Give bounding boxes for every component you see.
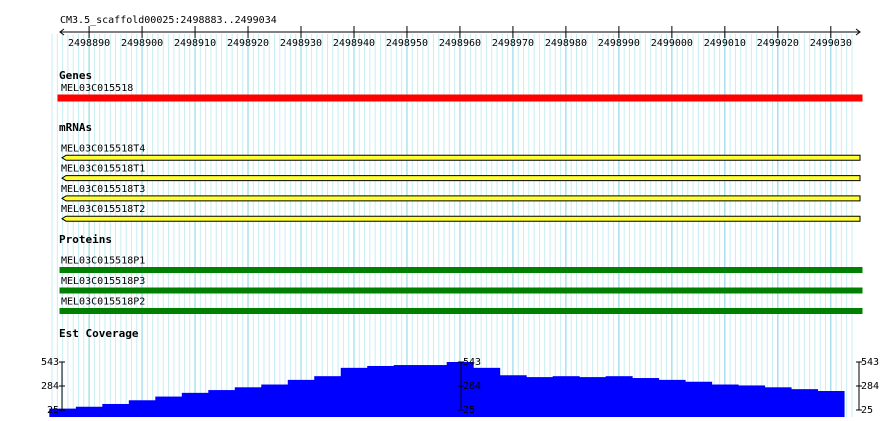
coverage-bar	[632, 378, 660, 417]
tick-label: 2498960	[439, 38, 481, 49]
ruler-arrows	[59, 28, 861, 36]
feature-glyph	[59, 308, 863, 314]
tick-label: 2499020	[757, 38, 799, 49]
coverage-bar	[367, 365, 395, 417]
tick-label: 2498910	[174, 38, 216, 49]
coverage-bar	[499, 375, 527, 417]
feature-glyph	[61, 215, 861, 222]
tick-label: 2498950	[386, 38, 428, 49]
tick-label: 2498930	[280, 38, 322, 49]
coverage-bar	[314, 376, 342, 417]
feature-label: MEL03C015518P2	[61, 297, 145, 308]
coverage-tick-label: 284	[861, 381, 879, 392]
coverage-bar	[738, 385, 766, 417]
feature-glyph	[61, 195, 861, 202]
ruler-title: CM3.5_scaffold00025:2498883..2499034	[60, 15, 277, 26]
feature-glyph	[59, 287, 863, 294]
coverage-bar	[102, 403, 130, 417]
feature-label: MEL03C015518T2	[61, 204, 145, 215]
coverage-bar	[261, 384, 289, 417]
track-title: Est Coverage	[59, 327, 139, 340]
track-title: Genes	[59, 69, 92, 82]
coverage-bar	[605, 376, 633, 417]
feature-glyph	[57, 94, 863, 102]
coverage-bar	[75, 406, 103, 417]
coverage-tick-label: 543	[861, 357, 879, 368]
coverage-tick-label: 284	[41, 381, 59, 392]
coverage-bar	[579, 377, 607, 417]
coverage-bar	[287, 379, 315, 417]
track-title: mRNAs	[59, 121, 92, 134]
feature-glyph	[59, 267, 863, 273]
coverage-tick-label: 543	[41, 357, 59, 368]
coverage-tick-label: 25	[861, 405, 873, 416]
coverage-bar	[340, 367, 368, 417]
tick-label: 2498900	[121, 38, 163, 49]
feature-label: MEL03C015518T4	[61, 143, 145, 154]
feature-glyph	[61, 154, 861, 161]
feature-label: MEL03C015518P1	[61, 256, 145, 267]
feature-label: MEL03C015518T1	[61, 164, 145, 175]
tick-label: 2498970	[492, 38, 534, 49]
feature-label: MEL03C015518	[61, 83, 133, 94]
coverage-bar	[473, 367, 501, 417]
tick-label: 2498990	[598, 38, 640, 49]
coverage-bar	[446, 362, 474, 417]
coverage-bar	[817, 391, 845, 417]
coverage-bar	[393, 365, 421, 417]
feature-glyph	[61, 175, 861, 182]
coverage-bar	[526, 377, 554, 417]
coverage-bar	[128, 400, 156, 417]
feature-label: MEL03C015518T3	[61, 184, 145, 195]
tick-label: 2499000	[651, 38, 693, 49]
tick-label: 2498890	[68, 38, 110, 49]
tick-label: 2498940	[333, 38, 375, 49]
coverage-bar	[155, 396, 183, 417]
coverage-bar	[234, 387, 262, 417]
track-title: Proteins	[59, 233, 112, 246]
coverage-bar	[764, 387, 792, 417]
coverage-tick-label: 543	[463, 357, 481, 368]
feature-label: MEL03C015518P3	[61, 276, 145, 287]
tick-label: 2498920	[227, 38, 269, 49]
coverage-bar	[711, 384, 739, 417]
coverage-bar	[552, 376, 580, 417]
coverage-bar	[791, 389, 819, 417]
tick-label: 2499010	[704, 38, 746, 49]
coverage-bar	[420, 365, 448, 417]
tick-label: 2499030	[810, 38, 852, 49]
coverage-bar	[49, 408, 77, 417]
coverage-bar	[208, 390, 236, 417]
coverage-tick-label: 284	[463, 381, 481, 392]
coverage-tick-label: 25	[463, 405, 475, 416]
coverage-bar	[685, 381, 713, 417]
coverage-bar	[658, 379, 686, 417]
tick-label: 2498980	[545, 38, 587, 49]
coverage-tick-label: 25	[47, 405, 59, 416]
coverage-bar	[181, 392, 209, 417]
